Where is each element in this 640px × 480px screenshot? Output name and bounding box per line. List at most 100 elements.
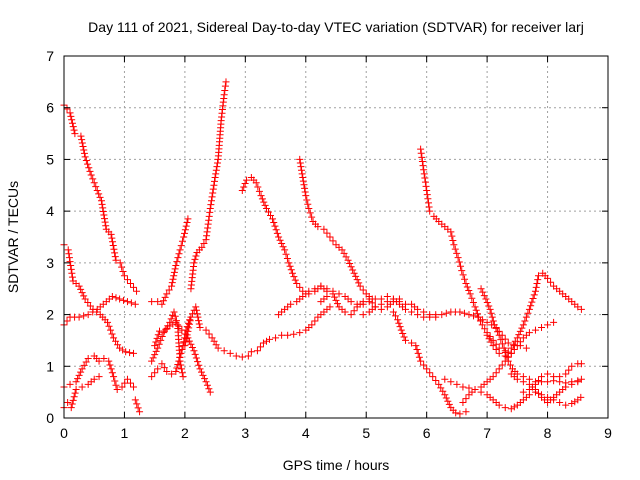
- series-track-6: [131, 396, 144, 416]
- data-point: [486, 305, 494, 313]
- data-point: [489, 342, 497, 350]
- data-point: [172, 317, 180, 325]
- data-point: [534, 389, 542, 397]
- data-point: [153, 334, 161, 342]
- data-point: [118, 263, 126, 271]
- data-point: [108, 292, 116, 300]
- data-point: [465, 311, 473, 319]
- data-point: [126, 349, 134, 357]
- data-point: [400, 333, 408, 341]
- data-point: [72, 386, 80, 394]
- data-point: [457, 262, 465, 270]
- data-point: [527, 302, 535, 310]
- data-point: [498, 340, 506, 348]
- data-point: [516, 327, 524, 335]
- data-point: [259, 339, 267, 347]
- data-point: [75, 371, 83, 379]
- data-point: [105, 322, 113, 330]
- data-point: [182, 334, 190, 342]
- data-point: [253, 347, 261, 355]
- data-point: [438, 311, 446, 319]
- data-point: [257, 192, 265, 200]
- data-point: [296, 155, 304, 163]
- data-point: [119, 346, 127, 354]
- data-point: [495, 331, 503, 339]
- data-point: [432, 377, 440, 385]
- data-point: [203, 232, 211, 240]
- data-point: [184, 327, 192, 335]
- data-point: [419, 162, 427, 170]
- data-point: [495, 401, 503, 409]
- data-point: [299, 174, 307, 182]
- x-tick-label: 8: [544, 425, 552, 441]
- data-point: [178, 345, 186, 353]
- data-point: [82, 156, 90, 164]
- data-point: [463, 283, 471, 291]
- data-point: [102, 222, 110, 230]
- data-point: [501, 352, 509, 360]
- data-point: [100, 215, 108, 223]
- data-point: [169, 275, 177, 283]
- data-point: [151, 351, 159, 359]
- data-point: [169, 320, 177, 328]
- data-point: [453, 249, 461, 257]
- data-point: [293, 280, 301, 288]
- data-point: [123, 375, 131, 383]
- plot-frame: [63, 55, 609, 419]
- data-point: [441, 375, 449, 383]
- data-point: [178, 365, 186, 373]
- data-point: [447, 228, 455, 236]
- data-point: [301, 188, 309, 196]
- data-point: [329, 290, 337, 298]
- data-point: [205, 212, 213, 220]
- data-point: [533, 280, 541, 288]
- data-point: [204, 224, 212, 232]
- x-tick-label: 9: [604, 425, 612, 441]
- data-point: [221, 86, 229, 94]
- data-point: [347, 298, 355, 306]
- data-point: [418, 153, 426, 161]
- data-point: [112, 294, 120, 302]
- data-point: [432, 311, 440, 319]
- x-tick-label: 4: [302, 425, 310, 441]
- data-point: [183, 331, 191, 339]
- data-point: [465, 286, 473, 294]
- data-point: [459, 271, 467, 279]
- data-point: [577, 360, 585, 368]
- data-point: [395, 319, 403, 327]
- data-point: [71, 389, 79, 397]
- data-point: [495, 349, 503, 357]
- data-point: [262, 337, 270, 345]
- y-tick-label: 5: [46, 151, 54, 167]
- data-point: [238, 186, 246, 194]
- data-point: [64, 398, 72, 406]
- data-point: [84, 355, 92, 363]
- data-point: [192, 252, 200, 260]
- data-point: [99, 204, 107, 212]
- data-point: [519, 378, 527, 386]
- data-point: [359, 298, 367, 306]
- data-point: [412, 342, 420, 350]
- data-point: [211, 177, 219, 185]
- x-tick-label: 6: [423, 425, 431, 441]
- data-point: [383, 298, 391, 306]
- data-point: [96, 193, 104, 201]
- data-point: [296, 159, 304, 167]
- data-point: [445, 400, 453, 408]
- data-point: [209, 189, 217, 197]
- data-point: [240, 183, 248, 191]
- data-point: [425, 203, 433, 211]
- data-point: [212, 170, 220, 178]
- y-tick-label: 0: [46, 410, 54, 426]
- data-point: [205, 385, 213, 393]
- data-point: [534, 272, 542, 280]
- data-point: [178, 369, 186, 377]
- data-point: [187, 313, 195, 321]
- data-point: [202, 326, 210, 334]
- series-track-7: [148, 215, 192, 308]
- data-point: [95, 373, 103, 381]
- data-point: [528, 298, 536, 306]
- data-point: [158, 300, 166, 308]
- data-point: [120, 272, 128, 280]
- data-point: [530, 291, 538, 299]
